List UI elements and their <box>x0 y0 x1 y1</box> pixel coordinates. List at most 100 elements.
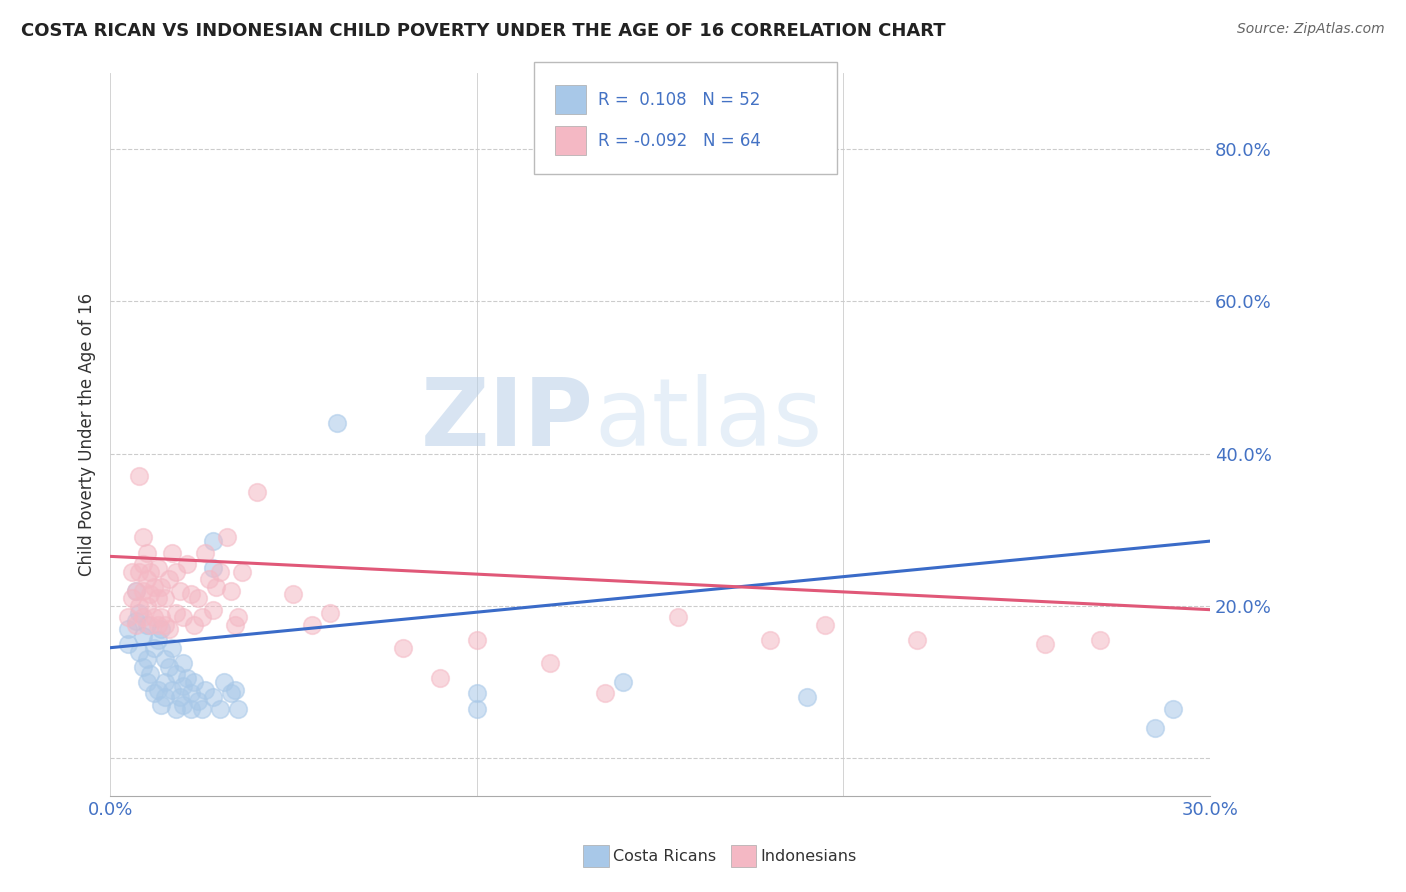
Y-axis label: Child Poverty Under the Age of 16: Child Poverty Under the Age of 16 <box>79 293 96 576</box>
Point <box>180 587 202 601</box>
Point <box>132 629 155 643</box>
Point <box>150 610 173 624</box>
Point <box>301 618 323 632</box>
Point <box>183 618 205 632</box>
Point <box>157 622 180 636</box>
Point <box>209 565 232 579</box>
Point <box>125 583 148 598</box>
Point <box>319 607 342 621</box>
Point <box>128 644 150 658</box>
Text: ZIP: ZIP <box>422 374 593 467</box>
Point <box>219 686 242 700</box>
Point <box>169 690 191 705</box>
Point <box>612 675 634 690</box>
Point <box>593 686 616 700</box>
Point <box>153 675 176 690</box>
Point <box>128 565 150 579</box>
Point <box>153 652 176 666</box>
Point <box>139 587 162 601</box>
Point <box>205 580 228 594</box>
Point <box>176 671 198 685</box>
Point <box>135 675 157 690</box>
Point <box>132 659 155 673</box>
Point <box>162 640 184 655</box>
Point <box>224 618 246 632</box>
Point <box>150 580 173 594</box>
Text: R =  0.108   N = 52: R = 0.108 N = 52 <box>598 91 759 109</box>
Point <box>165 667 187 681</box>
Text: Source: ZipAtlas.com: Source: ZipAtlas.com <box>1237 22 1385 37</box>
Point <box>153 690 176 705</box>
Point <box>139 565 162 579</box>
Point <box>219 583 242 598</box>
Point <box>132 557 155 571</box>
Point <box>191 701 214 715</box>
Text: Indonesians: Indonesians <box>761 849 856 863</box>
Point <box>125 583 148 598</box>
Point <box>194 682 217 697</box>
Point <box>157 572 180 586</box>
Point <box>132 530 155 544</box>
Point <box>128 469 150 483</box>
Text: atlas: atlas <box>593 374 823 467</box>
Text: COSTA RICAN VS INDONESIAN CHILD POVERTY UNDER THE AGE OF 16 CORRELATION CHART: COSTA RICAN VS INDONESIAN CHILD POVERTY … <box>21 22 946 40</box>
Point <box>796 690 818 705</box>
Point <box>172 656 194 670</box>
Point <box>153 591 176 606</box>
Point <box>139 667 162 681</box>
Point <box>117 610 139 624</box>
Point <box>172 679 194 693</box>
Point <box>176 557 198 571</box>
Point <box>128 607 150 621</box>
Point <box>905 633 928 648</box>
Point <box>201 690 224 705</box>
Point <box>1088 633 1111 648</box>
Point <box>429 671 451 685</box>
Point <box>172 698 194 712</box>
Point <box>392 640 415 655</box>
Point <box>231 565 253 579</box>
Point <box>146 618 169 632</box>
Point <box>180 701 202 715</box>
Point <box>666 610 689 624</box>
Point <box>180 686 202 700</box>
Point <box>146 591 169 606</box>
Point <box>201 561 224 575</box>
Point <box>150 698 173 712</box>
Point <box>143 610 166 624</box>
Point <box>246 484 269 499</box>
Point <box>165 701 187 715</box>
Point <box>117 622 139 636</box>
Point <box>150 622 173 636</box>
Point <box>135 545 157 559</box>
Point <box>759 633 782 648</box>
Point <box>121 565 143 579</box>
Point <box>125 618 148 632</box>
Point <box>117 637 139 651</box>
Point <box>135 572 157 586</box>
Point <box>146 561 169 575</box>
Point <box>326 416 349 430</box>
Point <box>187 694 209 708</box>
Point <box>128 599 150 613</box>
Point <box>183 675 205 690</box>
Point <box>465 701 488 715</box>
Point <box>143 580 166 594</box>
Point <box>1033 637 1056 651</box>
Point <box>162 682 184 697</box>
Point <box>121 591 143 606</box>
Point <box>146 633 169 648</box>
Point <box>153 618 176 632</box>
Point <box>538 656 561 670</box>
Point <box>132 610 155 624</box>
Point <box>228 610 250 624</box>
Point <box>162 545 184 559</box>
Point <box>1161 701 1184 715</box>
Point <box>191 610 214 624</box>
Point <box>217 530 239 544</box>
Point <box>132 583 155 598</box>
Point <box>283 587 305 601</box>
Point <box>125 614 148 628</box>
Point <box>201 534 224 549</box>
Point <box>224 682 246 697</box>
